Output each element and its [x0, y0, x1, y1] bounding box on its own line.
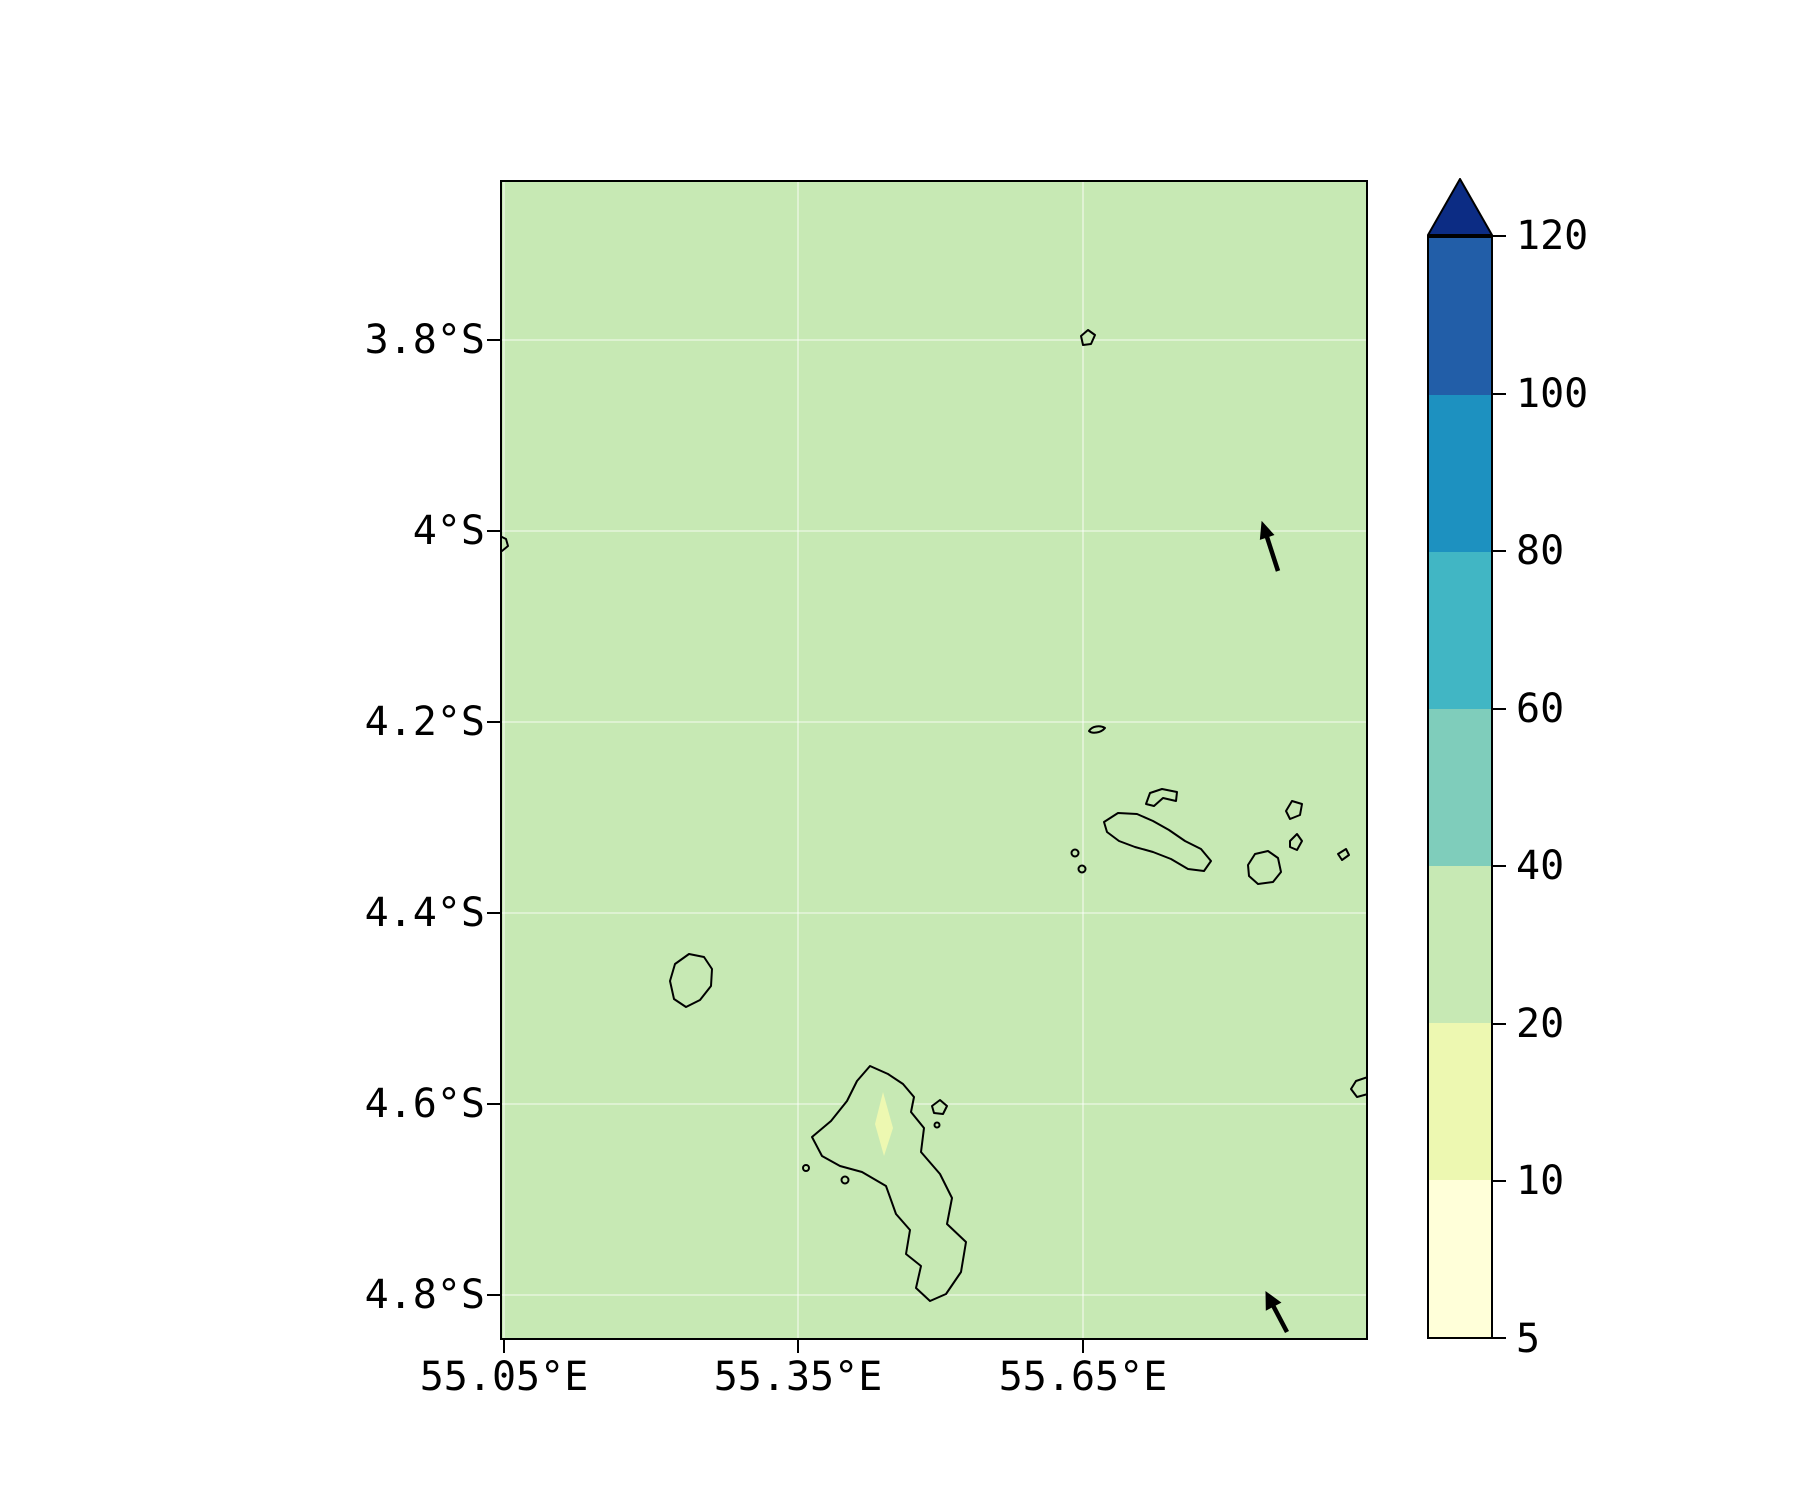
coastline-islet-a	[1145, 788, 1178, 807]
cbar-label-60: 60	[1516, 686, 1565, 732]
cbar-tick-mark	[1493, 865, 1506, 867]
coastline-praslin	[1103, 812, 1212, 872]
plot-border	[500, 180, 1368, 1340]
xtick-55.65E: 55.65°E	[998, 1354, 1168, 1400]
coastlines	[499, 329, 1369, 1302]
coastline-islet-b	[1070, 848, 1080, 858]
colorbar-segment	[1429, 238, 1491, 395]
wind-arrow-lower	[1265, 1291, 1289, 1334]
low-wind-patch	[875, 1092, 893, 1156]
colorbar-segments	[1427, 236, 1493, 1339]
coastline-north-islet	[1080, 329, 1096, 346]
coastline-islet-f	[1337, 848, 1350, 861]
coastline-mahe	[811, 1065, 967, 1302]
ytick-mark	[487, 339, 500, 341]
ytick-mark	[487, 530, 500, 532]
coastline-ste-anne	[931, 1099, 948, 1115]
ytick-mark	[487, 1103, 500, 1105]
cbar-label-10: 10	[1516, 1158, 1565, 1204]
ytick-4.8S: 4.8°S	[364, 1272, 485, 1318]
ytick-mark	[487, 1294, 500, 1296]
cbar-label-120: 120	[1516, 213, 1589, 259]
coastline-islet-i	[840, 1175, 850, 1185]
cbar-tick-mark	[1493, 1023, 1506, 1025]
cbar-label-80: 80	[1516, 528, 1565, 574]
coastline-la-digue	[1247, 850, 1282, 885]
colorbar-over-triangle	[1427, 178, 1493, 236]
cbar-tick-mark	[1493, 235, 1506, 237]
colorbar-segment	[1429, 395, 1491, 552]
coastline-islet-h	[802, 1164, 810, 1172]
ytick-mark	[487, 721, 500, 723]
cbar-label-40: 40	[1516, 843, 1565, 889]
ytick-4.4S: 4.4°S	[364, 890, 485, 936]
colorbar-segment	[1429, 1180, 1491, 1337]
xtick-55.05E: 55.05°E	[419, 1354, 589, 1400]
colorbar-segment	[1429, 866, 1491, 1023]
colorbar-segment	[1429, 1023, 1491, 1180]
cbar-tick-mark	[1493, 708, 1506, 710]
cbar-label-20: 20	[1516, 1001, 1565, 1047]
cbar-label-5: 5	[1516, 1316, 1541, 1362]
cbar-tick-mark	[1493, 1337, 1506, 1339]
colorbar-extend-max	[1427, 178, 1493, 236]
coastline-sliver-islet	[1088, 725, 1106, 734]
ytick-3.8S: 3.8°S	[364, 317, 485, 363]
xtick-mark	[797, 1340, 799, 1353]
xtick-mark	[503, 1340, 505, 1353]
colorbar	[1427, 178, 1493, 1339]
cbar-label-100: 100	[1516, 371, 1589, 417]
xtick-55.35E: 55.35°E	[713, 1354, 883, 1400]
ytick-mark	[487, 912, 500, 914]
wind-arrows	[1259, 520, 1289, 1334]
coastline-islet-g	[933, 1121, 941, 1129]
cbar-tick-mark	[1493, 550, 1506, 552]
coastline-islet-e	[1289, 833, 1303, 851]
coastline-islet-c	[1077, 864, 1087, 874]
coastline-silhouette	[669, 953, 713, 1008]
ytick-4.2S: 4.2°S	[364, 699, 485, 745]
ytick-4S: 4°S	[412, 508, 485, 554]
wind-arrow-upper	[1259, 520, 1281, 572]
cbar-tick-mark	[1493, 1180, 1506, 1182]
map-canvas	[499, 180, 1369, 1340]
cbar-tick-mark	[1493, 393, 1506, 395]
ytick-4.6S: 4.6°S	[364, 1081, 485, 1127]
map-plot	[499, 180, 1369, 1340]
colorbar-segment	[1429, 552, 1491, 709]
xtick-mark	[1082, 1340, 1084, 1353]
colorbar-segment	[1429, 709, 1491, 866]
coastline-islet-d	[1285, 800, 1303, 820]
coastline-east-edge-islet	[1350, 1076, 1369, 1098]
